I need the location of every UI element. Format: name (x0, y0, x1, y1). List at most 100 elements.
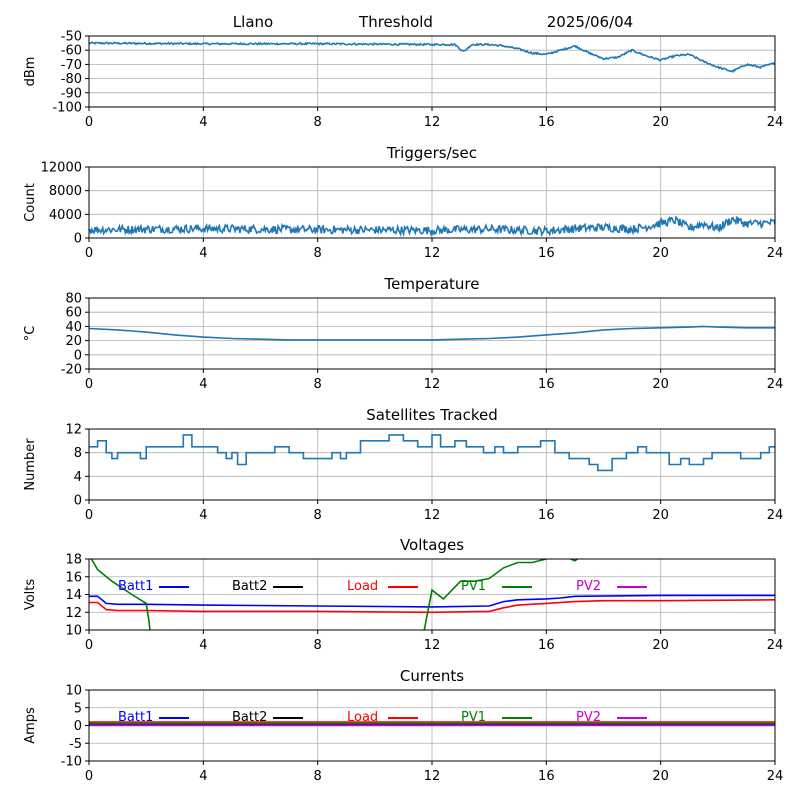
x-tick-label: 16 (538, 508, 555, 523)
y-tick-label: 0 (74, 719, 82, 734)
y-axis-label: °C (23, 326, 38, 342)
y-tick-label: -20 (61, 363, 82, 378)
x-tick-label: 8 (314, 115, 322, 130)
x-tick-label: 8 (314, 377, 322, 392)
y-tick-label: -60 (61, 44, 82, 59)
legend-label-load: Load (347, 710, 378, 725)
y-tick-label: -70 (61, 58, 82, 73)
x-tick-label: 24 (767, 508, 784, 523)
panel-4: 0 4 8 12 16 20 24 10 12 14 16 18 Volts Voltages Batt1 B… (23, 536, 783, 653)
x-tick-label: 16 (538, 638, 555, 653)
panel-5: 0 4 8 12 16 20 24 -10 -5 0 5 10 Amps Currents Batt1 Bat… (23, 667, 783, 784)
x-tick-label: 4 (199, 769, 207, 784)
legend-label-pv2: PV2 (576, 710, 601, 725)
y-tick-label: 4000 (49, 208, 82, 223)
y-tick-label: 0 (74, 494, 82, 509)
header-site: Llano (233, 13, 273, 31)
x-tick-label: 0 (85, 769, 93, 784)
y-axis-label: Volts (23, 579, 38, 611)
x-tick-label: 12 (424, 246, 441, 261)
x-tick-label: 20 (652, 246, 669, 261)
series-line-load (89, 599, 775, 614)
x-tick-label: 12 (424, 769, 441, 784)
y-tick-label: 14 (65, 588, 82, 603)
x-tick-label: 12 (424, 377, 441, 392)
panel-title: Triggers/sec (386, 144, 477, 162)
y-tick-label: 18 (65, 553, 82, 568)
x-tick-label: 8 (314, 508, 322, 523)
x-tick-label: 8 (314, 638, 322, 653)
legend-label-load: Load (347, 579, 378, 594)
legend-label-batt1: Batt1 (118, 579, 153, 594)
x-tick-label: 12 (424, 508, 441, 523)
legend-label-batt2: Batt2 (232, 579, 267, 594)
series-line-pv1 (90, 559, 579, 630)
y-tick-label: -50 (61, 30, 82, 45)
series-line-batt1 (89, 594, 775, 608)
header-date: 2025/06/04 (547, 13, 633, 31)
x-tick-label: 4 (199, 377, 207, 392)
legend-label-batt2: Batt2 (232, 710, 267, 725)
y-tick-label: 8 (74, 446, 82, 461)
y-tick-label: -5 (69, 737, 82, 752)
header-mode: Threshold (358, 13, 433, 31)
x-tick-label: 4 (199, 115, 207, 130)
legend-label-pv1: PV1 (461, 579, 486, 594)
y-tick-label: 0 (74, 232, 82, 247)
y-axis-label: dBm (23, 57, 38, 87)
x-tick-label: 16 (538, 246, 555, 261)
x-tick-label: 20 (652, 377, 669, 392)
y-axis-label: Amps (23, 707, 38, 744)
legend-label-batt1: Batt1 (118, 710, 153, 725)
x-tick-label: 0 (85, 246, 93, 261)
x-tick-label: 0 (85, 508, 93, 523)
legend-label-pv2: PV2 (576, 579, 601, 594)
y-tick-label: 12 (65, 606, 82, 621)
y-axis-label: Count (23, 183, 38, 222)
y-tick-label: -90 (61, 86, 82, 101)
x-tick-label: 0 (85, 377, 93, 392)
x-tick-label: 20 (652, 769, 669, 784)
panel-0: 0 4 8 12 16 20 24 -100-90-80-70-60-50 dBm (23, 30, 783, 131)
x-tick-label: 8 (314, 769, 322, 784)
series-line-2 (89, 325, 775, 341)
y-tick-label: -10 (61, 755, 82, 770)
y-tick-label: 60 (65, 306, 82, 321)
y-tick-label: 16 (65, 570, 82, 585)
y-tick-label: 80 (65, 292, 82, 307)
panel-title: Currents (400, 667, 464, 685)
series-line-1 (89, 215, 775, 238)
y-tick-label: 10 (65, 684, 82, 699)
legend-label-pv1: PV1 (461, 710, 486, 725)
y-tick-label: -80 (61, 72, 82, 87)
panel-3: 0 4 8 12 16 20 24 0 4 8 12 Number Satellites Tracked (23, 406, 783, 523)
y-tick-label: 0 (74, 348, 82, 363)
panel-title: Voltages (400, 536, 464, 554)
x-tick-label: 24 (767, 638, 784, 653)
x-tick-label: 20 (652, 638, 669, 653)
x-tick-label: 16 (538, 769, 555, 784)
x-tick-label: 0 (85, 115, 93, 130)
y-tick-label: 10 (65, 624, 82, 639)
x-tick-label: 4 (199, 638, 207, 653)
y-axis-label: Number (23, 438, 38, 491)
x-tick-label: 16 (538, 377, 555, 392)
x-tick-label: 24 (767, 246, 784, 261)
y-tick-label: 12000 (41, 161, 82, 176)
y-tick-label: 40 (65, 320, 82, 335)
x-tick-label: 4 (199, 508, 207, 523)
x-tick-label: 12 (424, 115, 441, 130)
panel-title: Satellites Tracked (366, 406, 497, 424)
y-tick-label: 20 (65, 334, 82, 349)
x-tick-label: 4 (199, 246, 207, 261)
y-tick-label: 5 (74, 701, 82, 716)
x-tick-label: 0 (85, 638, 93, 653)
panel-title: Temperature (383, 275, 479, 293)
x-tick-label: 20 (652, 115, 669, 130)
x-tick-label: 8 (314, 246, 322, 261)
series-line-0 (89, 41, 775, 74)
